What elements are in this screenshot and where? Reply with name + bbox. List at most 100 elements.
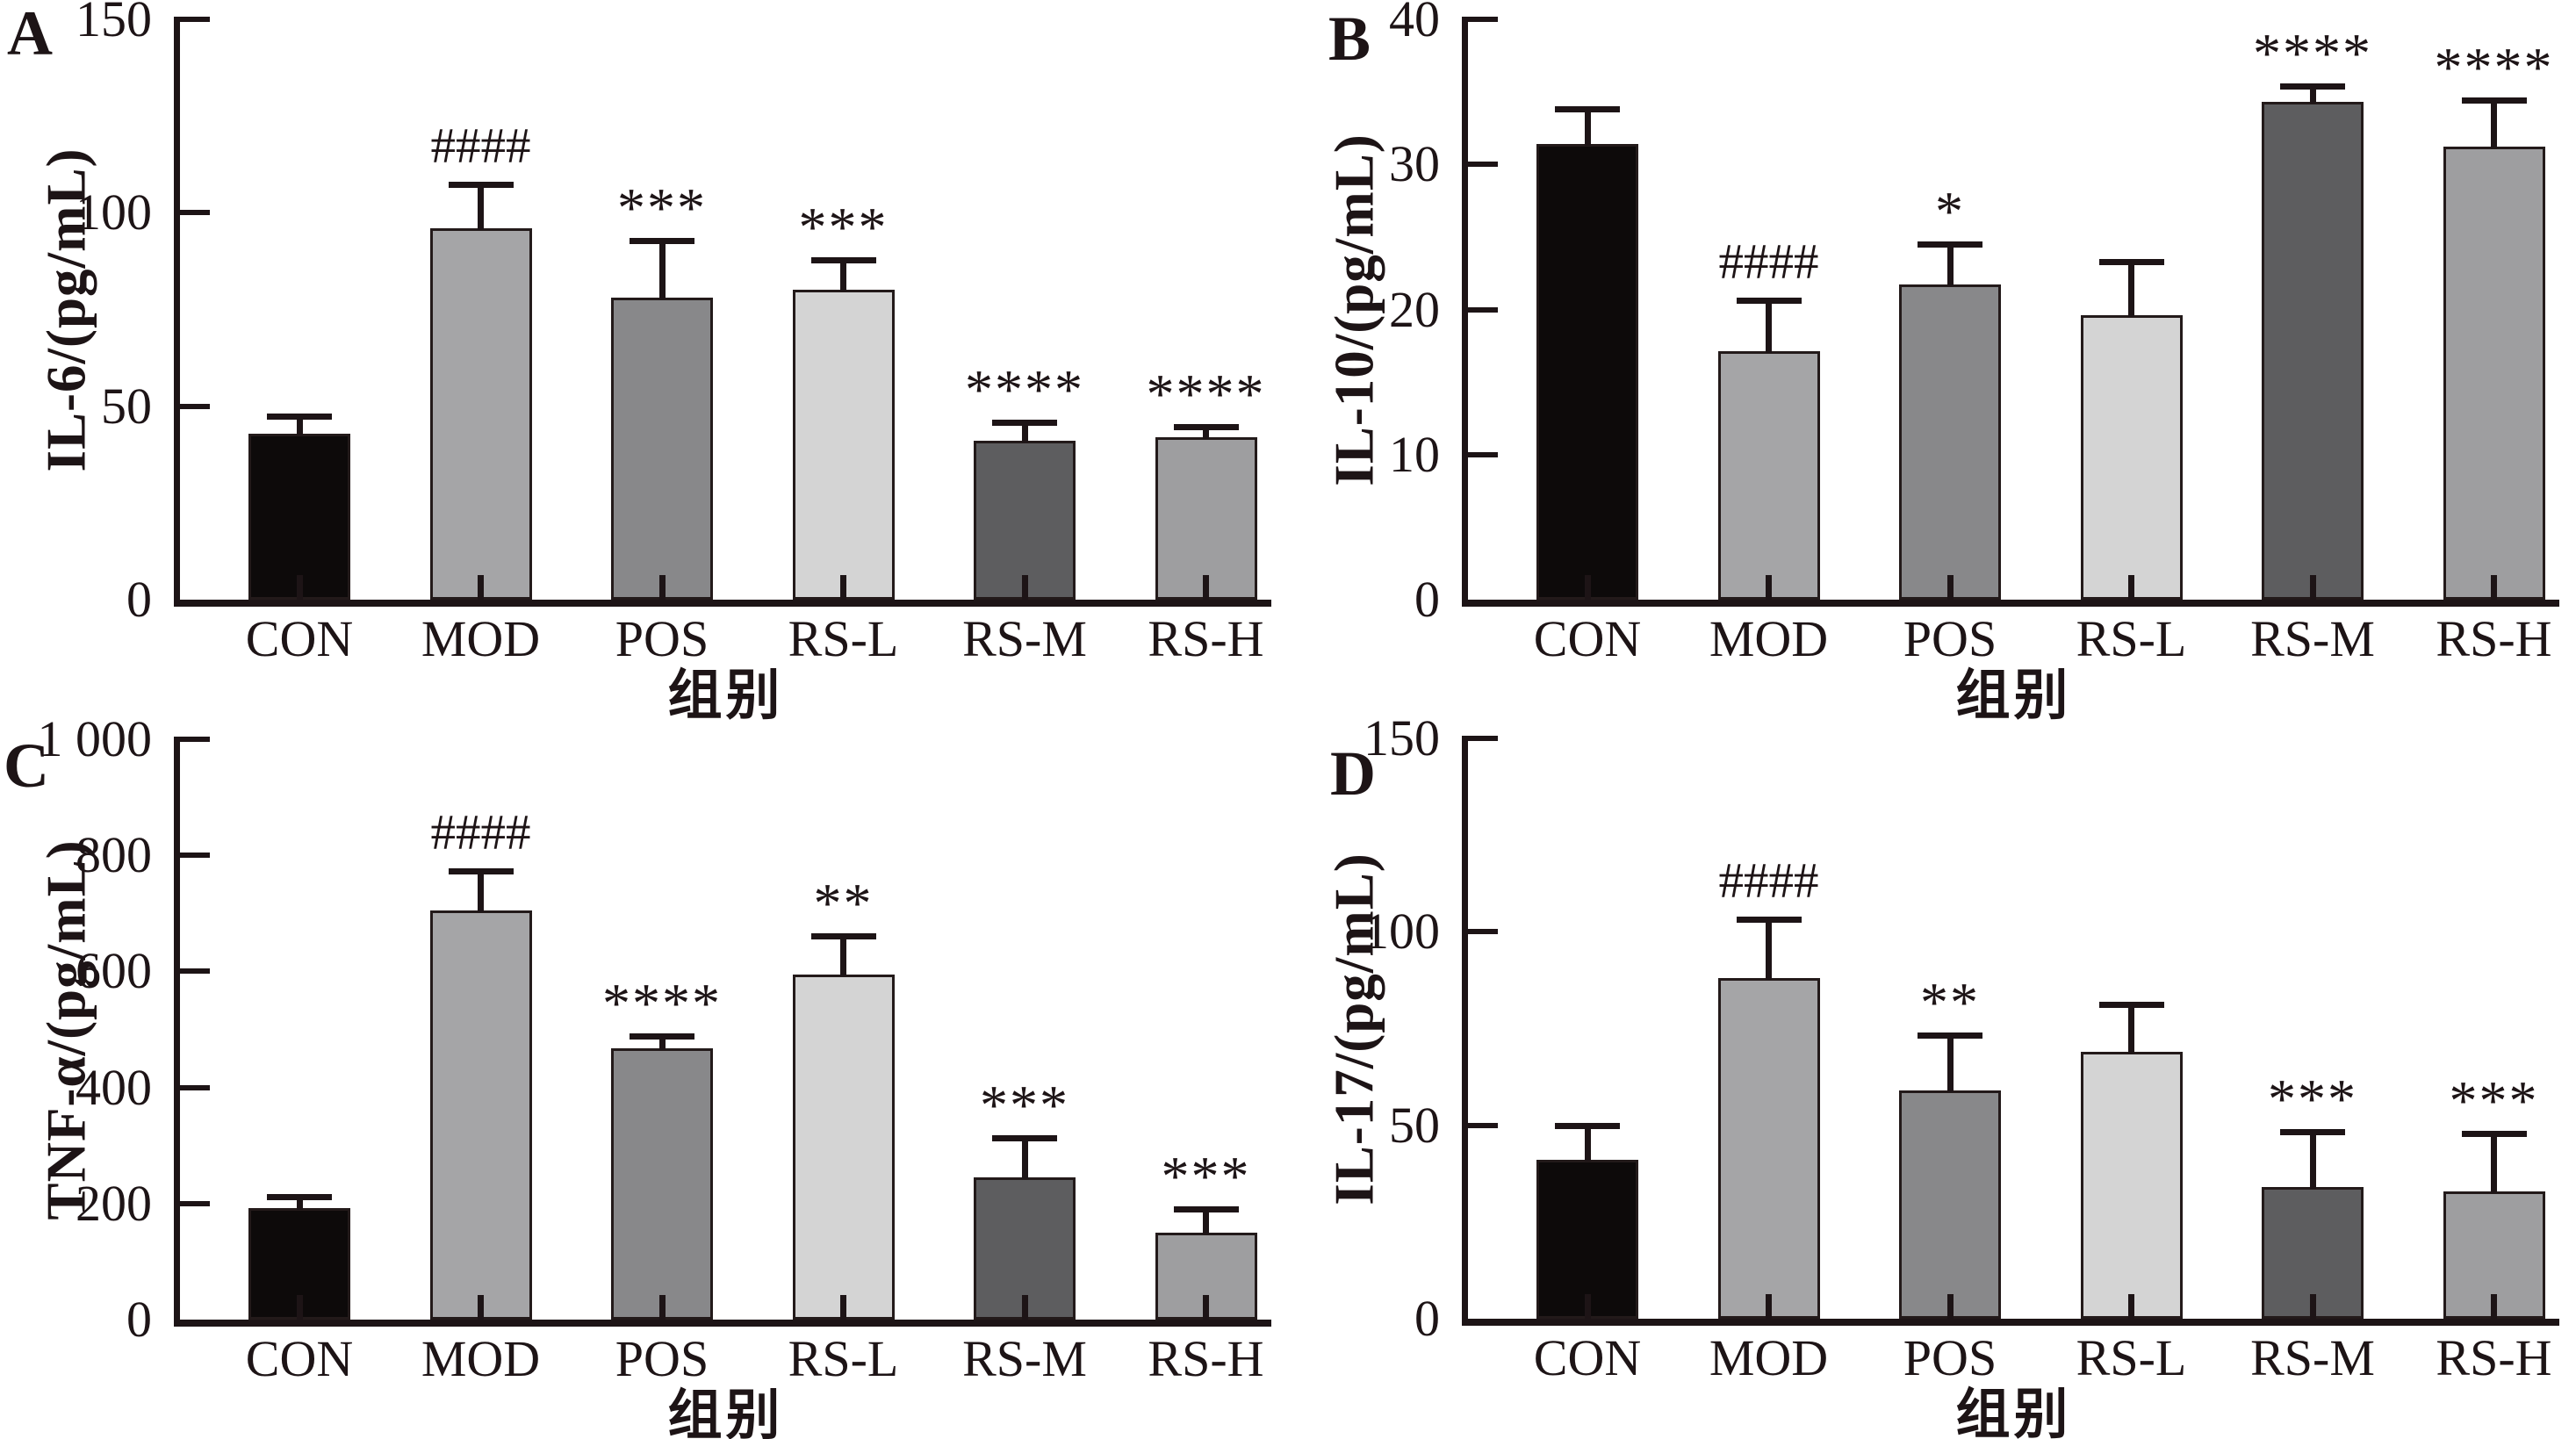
error-bar-stem bbox=[1021, 420, 1028, 443]
error-bar-cap bbox=[448, 182, 514, 189]
error-bar-cap bbox=[267, 1194, 332, 1201]
bar bbox=[611, 1047, 713, 1320]
y-tick-label: 30 bbox=[1389, 135, 1440, 193]
error-bar-cap bbox=[1918, 241, 1982, 248]
bar bbox=[429, 910, 532, 1320]
error-bar-cap bbox=[1555, 1123, 1620, 1130]
y-tick-mark bbox=[1468, 306, 1498, 313]
panel-letter: C bbox=[4, 730, 49, 801]
x-tick-mark bbox=[840, 1295, 846, 1320]
x-axis-line bbox=[174, 600, 1271, 607]
x-tick-mark bbox=[1203, 1295, 1209, 1320]
bar bbox=[974, 441, 1076, 600]
category-label: RS-L bbox=[788, 610, 899, 667]
significance-label: #### bbox=[430, 119, 531, 175]
x-tick-mark bbox=[1766, 1294, 1772, 1319]
bar bbox=[429, 227, 532, 600]
panel-a: A IL-6/(pg/mL) 0 50 100 150 CON #### MOD *** POS… bbox=[0, 0, 1288, 723]
category-label: RS-H bbox=[1148, 610, 1264, 667]
category-label: POS bbox=[615, 1330, 709, 1387]
category-label: RS-H bbox=[2436, 610, 2552, 667]
error-bar-stem bbox=[1766, 916, 1772, 981]
y-tick-mark bbox=[180, 968, 210, 975]
y-tick-mark bbox=[1468, 736, 1498, 741]
y-tick-label: 400 bbox=[76, 1058, 152, 1116]
error-bar-stem bbox=[1584, 1123, 1591, 1162]
bar bbox=[2080, 1051, 2183, 1319]
error-bar-stem bbox=[2491, 97, 2497, 149]
x-tick-mark bbox=[1584, 575, 1591, 600]
error-bar-cap bbox=[448, 868, 514, 875]
bar bbox=[1536, 144, 1638, 600]
category-label: RS-M bbox=[962, 1330, 1087, 1387]
error-bar-stem bbox=[296, 414, 303, 435]
significance-label: *** bbox=[2268, 1068, 2357, 1131]
error-bar-stem bbox=[478, 182, 484, 230]
category-label: CON bbox=[1533, 610, 1642, 667]
x-tick-mark bbox=[1766, 575, 1772, 600]
significance-label: **** bbox=[602, 972, 722, 1035]
panel-letter: A bbox=[7, 0, 53, 68]
significance-label: *** bbox=[980, 1074, 1069, 1137]
y-tick-mark bbox=[1468, 1122, 1498, 1128]
y-tick-label: 10 bbox=[1389, 425, 1440, 483]
significance-label: **** bbox=[965, 358, 1084, 421]
error-bar-cap bbox=[1736, 916, 1802, 923]
x-tick-mark bbox=[2309, 575, 2316, 600]
category-label: RS-M bbox=[962, 610, 1087, 667]
y-tick-mark bbox=[1468, 451, 1498, 457]
category-label: POS bbox=[615, 610, 709, 667]
significance-label: *** bbox=[2449, 1069, 2539, 1133]
error-bar-stem bbox=[1203, 1206, 1209, 1234]
x-tick-mark bbox=[2309, 1294, 2316, 1319]
y-tick-label: 150 bbox=[76, 0, 152, 47]
significance-label: *** bbox=[798, 196, 889, 259]
category-label: RS-H bbox=[2436, 1329, 2552, 1386]
x-tick-mark bbox=[840, 575, 846, 600]
panel-c: C TNF-α/(pg/mL) 0 200 400 600 800 1 000 CON ###… bbox=[0, 714, 1288, 1439]
error-bar-stem bbox=[2128, 258, 2134, 318]
x-axis-line bbox=[174, 1320, 1271, 1327]
significance-label: *** bbox=[1161, 1145, 1251, 1208]
bar bbox=[2262, 102, 2364, 600]
y-axis-line bbox=[174, 737, 180, 1320]
y-tick-label: 0 bbox=[126, 571, 152, 628]
y-tick-mark bbox=[180, 737, 210, 742]
x-tick-mark bbox=[1584, 1294, 1591, 1319]
error-bar-cap bbox=[267, 414, 332, 421]
x-tick-mark bbox=[2491, 575, 2497, 600]
category-label: MOD bbox=[421, 1330, 541, 1387]
panel-b: B IL-10/(pg/mL) 0 10 20 30 40 CON #### MOD * POS R… bbox=[1288, 0, 2576, 723]
category-label: RS-L bbox=[2076, 1329, 2187, 1386]
significance-label: #### bbox=[1718, 234, 1819, 291]
significance-label: **** bbox=[2434, 36, 2554, 99]
x-tick-mark bbox=[2128, 575, 2134, 600]
x-tick-mark bbox=[1946, 1294, 1954, 1319]
y-tick-label: 1 000 bbox=[37, 710, 153, 767]
y-tick-label: 0 bbox=[1414, 1290, 1440, 1347]
x-tick-mark bbox=[1946, 575, 1954, 600]
bar bbox=[611, 298, 713, 600]
category-label: CON bbox=[245, 1330, 354, 1387]
y-axis-line bbox=[1462, 17, 1468, 600]
x-tick-mark bbox=[296, 1295, 303, 1320]
plot-area: 0 50 100 150 CON #### MOD ** POS RS-L *** RS-M *** RS… bbox=[1364, 713, 2559, 1386]
error-bar-stem bbox=[478, 868, 484, 912]
error-bar-cap bbox=[2461, 97, 2527, 104]
category-label: POS bbox=[1903, 1329, 1997, 1386]
significance-label: #### bbox=[430, 805, 531, 861]
error-bar-cap bbox=[2280, 1129, 2345, 1136]
error-bar-stem bbox=[2309, 1129, 2316, 1190]
y-tick-label: 100 bbox=[76, 183, 152, 241]
bar bbox=[1717, 351, 1820, 600]
y-axis-line bbox=[1462, 736, 1468, 1319]
y-tick-mark bbox=[1468, 162, 1498, 168]
error-bar-cap bbox=[2461, 1131, 2527, 1138]
y-tick-mark bbox=[180, 210, 210, 216]
y-tick-label: 100 bbox=[1364, 903, 1440, 961]
bar bbox=[2443, 147, 2545, 600]
bar bbox=[792, 290, 895, 600]
y-axis-label: IL-10/(pg/mL) bbox=[1323, 133, 1385, 486]
error-bar-stem bbox=[1766, 298, 1772, 354]
significance-label: ** bbox=[813, 872, 874, 935]
